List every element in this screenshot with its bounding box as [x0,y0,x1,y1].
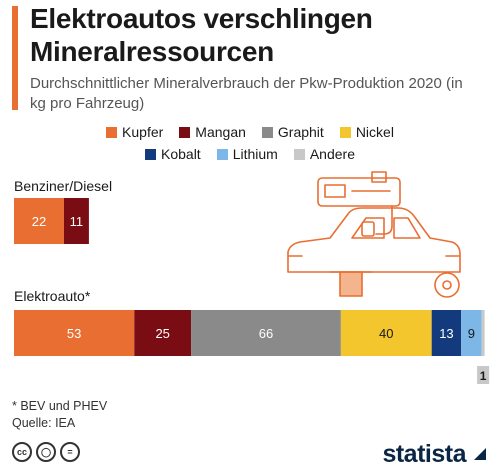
legend-item-lithium: Lithium [216,146,278,162]
bar-mangan-1 [134,310,192,356]
cc-nd-icon: = [60,442,80,462]
legend-swatch [339,126,351,138]
cc-by-icon: ◯ [36,442,56,462]
legend-row-1: Kupfer Mangan Graphit Nickel [0,122,500,142]
brand-logo[interactable]: statista [382,440,466,468]
legend-item-andere: Andere [293,146,355,162]
legend-swatch [293,148,305,160]
cc-icon: cc [12,442,32,462]
legend-item-graphit: Graphit [261,124,324,140]
legend-label: Graphit [277,124,324,140]
data-label-kupfer-1: 53 [67,326,81,341]
data-label-kupfer-0: 22 [32,214,46,229]
bar-nickel-1 [340,310,432,356]
legend-row-2: Kobalt Lithium Andere [0,144,500,164]
bar-kupfer-0 [14,198,64,244]
legend-swatch [216,148,228,160]
bar-kobalt-1 [431,310,462,356]
brand-mark-icon [474,448,486,460]
legend-swatch [106,126,118,138]
legend-label: Andere [309,146,355,162]
data-label-graphit-1: 66 [259,326,273,341]
footnote-source: Quelle: IEA [12,416,76,430]
legend-label: Kupfer [122,124,164,140]
legend-item-nickel: Nickel [339,124,394,140]
bar-graphit-1 [191,310,341,356]
legend-label: Mangan [195,124,246,140]
legend-label: Lithium [232,146,278,162]
title-accent-bar [12,6,18,110]
legend-label: Nickel [355,124,394,140]
data-label-andere-1: 1 [480,369,487,383]
data-label-mangan-0: 11 [70,214,84,229]
legend-item-mangan: Mangan [179,124,246,140]
footnote-note: * BEV und PHEV [12,399,108,413]
license-icons[interactable]: cc ◯ = [12,442,80,462]
category-label-elektroauto: Elektroauto* [14,288,91,304]
bar-andere-1 [481,310,485,356]
chart-title: Elektroautos verschlingen Mineralressour… [30,3,373,67]
data-label-mangan-1: 25 [155,326,169,341]
legend: Kupfer Mangan Graphit Nickel Kobalt Lith… [0,122,500,166]
legend-item-kupfer: Kupfer [106,124,163,140]
chart-subtitle: Durchschnittlicher Mineralverbrauch der … [30,75,463,112]
bar-mangan-0 [63,198,89,244]
data-label-lithium-1: 9 [468,326,475,341]
footnote: * BEV und PHEV Quelle: IEA [12,398,107,432]
legend-label: Kobalt [161,146,201,162]
data-label-nickel-1: 40 [379,326,393,341]
bar-lithium-1 [461,310,482,356]
data-label-kobalt-1: 13 [439,326,453,341]
category-label-verbrenner: Benziner/Diesel [14,178,113,194]
legend-swatch [179,126,191,138]
bar-kupfer-1 [14,310,135,356]
legend-swatch [261,126,273,138]
data-label-box-andere [477,366,490,384]
legend-swatch [145,148,156,160]
legend-item-kobalt: Kobalt [145,146,201,162]
